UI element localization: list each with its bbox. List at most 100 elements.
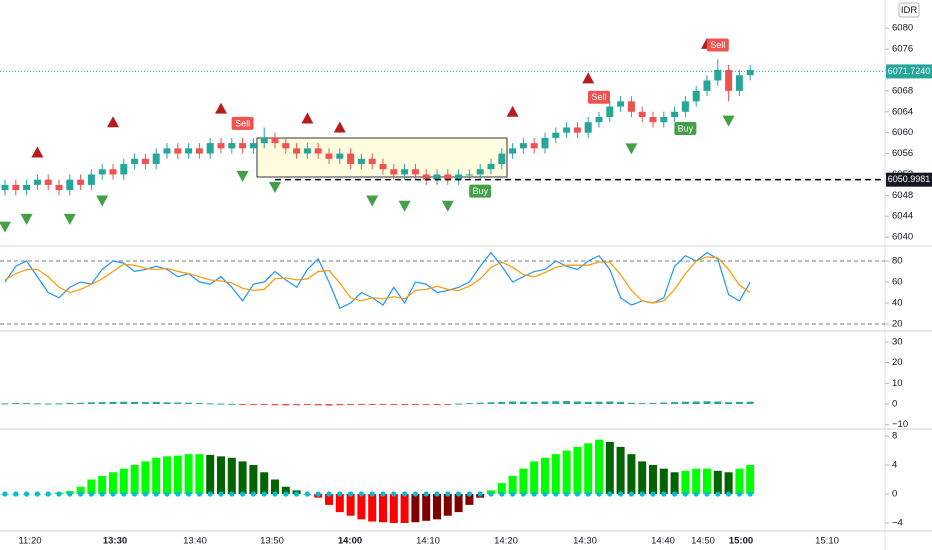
momentum-bar (638, 461, 647, 495)
candle-body (595, 116, 603, 123)
macd-bar (422, 403, 430, 405)
macd-bar (141, 402, 149, 404)
time-label: 13:40 (183, 536, 207, 547)
candle-body (444, 174, 452, 180)
zero-dot (153, 491, 159, 497)
y-tick-label: −10 (892, 419, 908, 430)
momentum-bar (562, 450, 571, 495)
candle-body (271, 137, 279, 144)
time-label: 15:10 (815, 536, 839, 547)
buy-marker (722, 115, 735, 127)
candle-body (217, 143, 225, 149)
zero-dot (34, 491, 41, 497)
macd-bar (379, 403, 387, 405)
macd-bar (390, 403, 398, 405)
momentum-bar (530, 461, 539, 495)
y-tick-label: 6048 (892, 190, 913, 201)
oscillator-line (4, 251, 751, 310)
buy-marker (96, 195, 109, 207)
zero-dot (88, 491, 94, 497)
zero-dot (45, 491, 51, 497)
zero-dot (628, 491, 635, 497)
candle-body (66, 179, 74, 191)
candle-body (357, 158, 365, 164)
price-tag-box (886, 64, 932, 79)
y-tick-label: 40 (892, 298, 903, 309)
zero-dot (196, 491, 202, 497)
candle-body (98, 169, 106, 175)
sell-marker (215, 102, 227, 114)
zero-dot (380, 491, 386, 497)
sell-marker (506, 105, 519, 117)
candle-body (660, 116, 668, 123)
macd-bar (563, 401, 571, 404)
candle-body (606, 106, 614, 117)
macd-bar (131, 401, 139, 404)
macd-bar (627, 402, 635, 404)
candle-body (433, 174, 441, 180)
momentum-bar (627, 454, 636, 495)
y-tick-label: 10 (892, 378, 903, 389)
y-tick-label: 6040 (892, 232, 913, 243)
candle-body (498, 153, 506, 164)
y-tick-label: 6080 (892, 23, 913, 34)
zero-dot (240, 491, 246, 497)
candle-body (239, 143, 247, 149)
signal-badge (674, 121, 697, 135)
candle-body (519, 143, 527, 149)
macd-bar (271, 403, 279, 406)
candle-body (12, 184, 20, 191)
candle-body (390, 169, 398, 175)
macd-bar (152, 401, 160, 404)
momentum-bar (508, 475, 517, 495)
currency-box (898, 2, 920, 18)
momentum-bar (443, 494, 452, 516)
zero-dot (261, 491, 267, 497)
zero-dot (423, 491, 429, 497)
macd-bar (498, 401, 506, 404)
time-label: 13:30 (103, 536, 127, 547)
momentum-bar (400, 494, 409, 523)
macd-bar (206, 403, 214, 405)
candle-body (23, 184, 31, 191)
momentum-bar (173, 455, 182, 495)
momentum-bar (735, 468, 744, 495)
buy-marker (20, 213, 33, 225)
y-tick-label: 4 (892, 460, 897, 471)
zero-dot (348, 491, 354, 497)
candle-body (1, 184, 9, 191)
momentum-bar (206, 454, 215, 495)
momentum-bar (227, 457, 236, 495)
macd-bar (746, 401, 754, 404)
zero-dot (672, 491, 678, 497)
momentum-bar (605, 441, 614, 495)
candle-body (303, 148, 311, 154)
buy-marker (366, 195, 379, 207)
momentum-bar (713, 470, 722, 495)
candle-body (530, 143, 538, 149)
buy-marker (625, 143, 638, 155)
candle-body (671, 111, 679, 117)
candle-body (260, 137, 268, 144)
candle-body (401, 169, 409, 175)
zero-dot (542, 491, 548, 497)
candle-body (411, 169, 419, 175)
zero-dot (67, 491, 73, 497)
zero-dot (607, 491, 613, 497)
y-tick-label: 8 (892, 431, 897, 442)
sell-marker (582, 72, 595, 84)
zero-dot (121, 491, 127, 497)
momentum-bar (411, 494, 420, 523)
time-label: 13:50 (260, 536, 284, 547)
zero-dot (693, 491, 699, 497)
macd-bar (239, 403, 247, 405)
macd-bar (649, 402, 657, 404)
zero-dot (304, 491, 310, 497)
zero-dot (315, 491, 321, 497)
zero-dot (78, 491, 84, 497)
momentum-bar (670, 472, 679, 495)
momentum-bar (573, 446, 582, 495)
candle-body (152, 153, 160, 164)
signal-badge (706, 38, 729, 52)
